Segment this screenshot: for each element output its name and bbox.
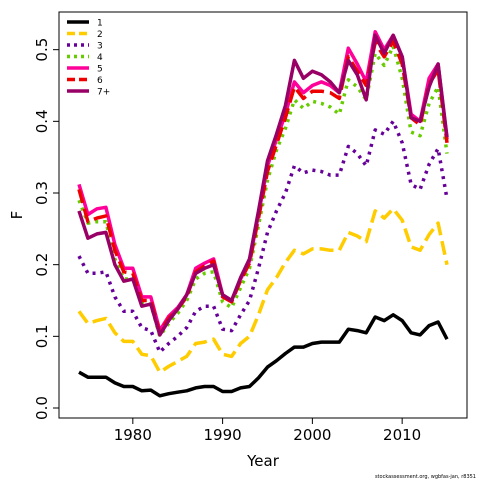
y-tick-label: 0.0 <box>33 396 51 420</box>
x-tick-label: 2010 <box>383 426 421 444</box>
plot-frame <box>58 11 468 419</box>
y-axis-title: F <box>8 211 26 220</box>
y-tick-label: 0.1 <box>33 324 51 348</box>
series-layer <box>77 30 449 398</box>
legend-label: 1 <box>97 19 103 29</box>
x-axis-title: Year <box>246 452 280 470</box>
legend-label: 3 <box>97 42 103 52</box>
y-tick-label: 0.4 <box>33 109 51 133</box>
x-axis: 1980 1990 2000 2010 <box>114 418 421 444</box>
legend-label: 7+ <box>97 88 110 98</box>
x-tick-label: 1990 <box>204 426 242 444</box>
x-tick-label: 2000 <box>293 426 331 444</box>
legend-label: 2 <box>97 30 103 40</box>
legend-label: 5 <box>97 65 103 75</box>
credit-text: stockassessment.org, wgbfas-jan, r8351 <box>375 474 476 480</box>
series-line-7plus <box>77 33 449 337</box>
series-line-3 <box>77 119 449 354</box>
y-tick-label: 0.3 <box>33 181 51 205</box>
series-line-2 <box>77 207 449 374</box>
y-tick-label: 0.2 <box>33 253 51 277</box>
legend-label: 6 <box>97 76 103 86</box>
series-line-1 <box>78 313 449 398</box>
y-axis: 0.0 0.1 0.2 0.3 0.4 0.5 <box>33 38 59 420</box>
legend-label: 4 <box>97 53 103 63</box>
legend: 12 34 56 7+ <box>67 19 110 98</box>
y-tick-label: 0.5 <box>33 38 51 62</box>
x-tick-label: 1980 <box>114 426 152 444</box>
